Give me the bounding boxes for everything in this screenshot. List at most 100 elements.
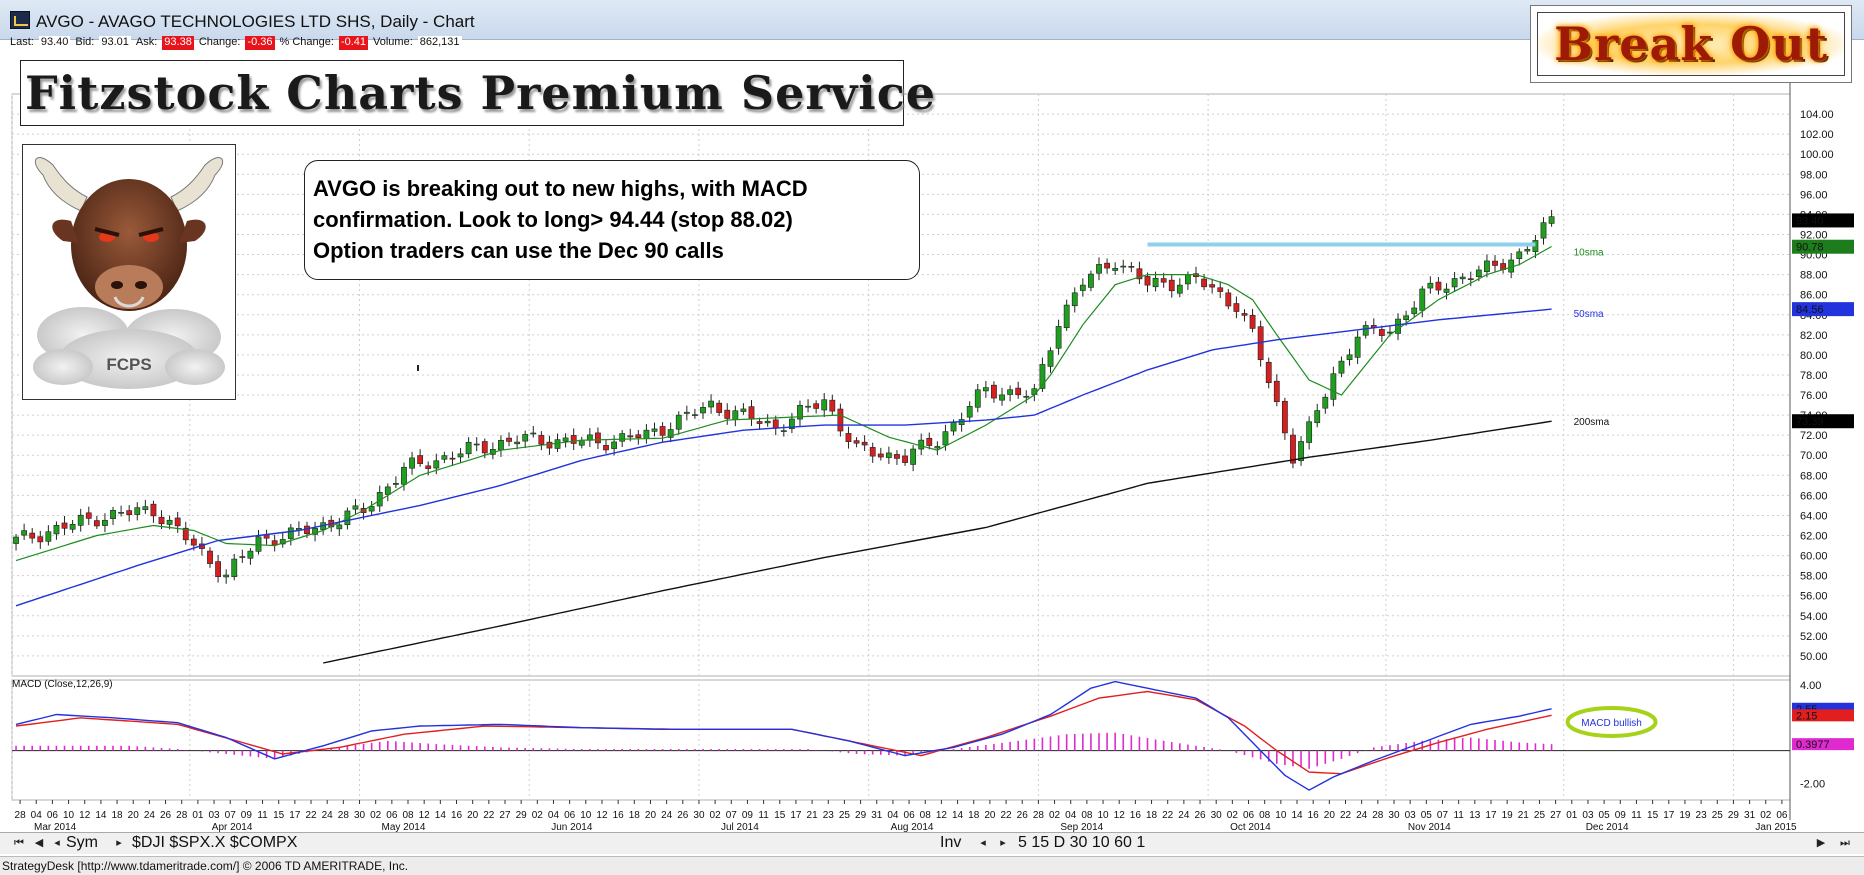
x-day-label: 20 — [645, 810, 657, 821]
candle-body — [1096, 264, 1102, 274]
x-day-label: 28 — [176, 810, 188, 821]
candle-body — [425, 465, 432, 469]
x-day-label: 21 — [1518, 810, 1530, 821]
tab-scroll-left-icon[interactable]: ◂ — [54, 837, 60, 849]
pct-change-value: -0.41 — [338, 36, 369, 50]
macd-value-box — [1792, 709, 1854, 722]
candle-body — [384, 486, 391, 495]
x-day-label: 29 — [1728, 810, 1740, 821]
x-day-label: 10 — [580, 810, 592, 821]
macd-value-label: 0.3977 — [1796, 739, 1830, 751]
x-day-label: 26 — [1194, 810, 1206, 821]
candle-body — [546, 441, 553, 449]
inv-tab[interactable]: Inv — [940, 834, 962, 851]
candle-body — [861, 441, 868, 446]
x-day-label: 06 — [386, 810, 398, 821]
x-day-label: 10 — [1097, 810, 1109, 821]
candle-body — [603, 445, 609, 451]
candle-body — [1136, 268, 1143, 280]
x-day-label: 04 — [31, 810, 43, 821]
x-day-label: 06 — [564, 810, 576, 821]
x-day-label: 15 — [273, 810, 285, 821]
x-day-label: 27 — [1550, 810, 1562, 821]
candle-body — [1467, 278, 1474, 280]
candle-body — [780, 430, 787, 432]
candle-body — [409, 457, 415, 469]
price-tick-label: 68.00 — [1800, 470, 1828, 482]
macd-tick-label: -2.00 — [1800, 779, 1825, 791]
x-day-label: 12 — [419, 810, 431, 821]
x-month-label: Aug 2014 — [891, 822, 934, 832]
scroll-last-button[interactable]: ⏭ — [1840, 837, 1850, 849]
candle-body — [708, 400, 714, 408]
candle-body — [764, 420, 771, 424]
candle-body — [1427, 282, 1434, 289]
candle-body — [417, 455, 424, 464]
candle-body — [1265, 361, 1272, 384]
candle-body — [1298, 441, 1304, 462]
candle-body — [110, 510, 116, 519]
candle-body — [29, 532, 36, 539]
bull-icon — [33, 157, 225, 389]
interval-scroll-right-icon[interactable]: ▸ — [1000, 837, 1006, 849]
interval-tabs[interactable]: 5 15 D 30 10 60 1 — [1018, 834, 1146, 851]
candle-body — [93, 520, 100, 527]
candle-body — [287, 527, 294, 539]
candle-body — [1354, 336, 1361, 358]
interval-scroll-left-icon[interactable]: ◂ — [980, 837, 986, 849]
x-day-label: 18 — [629, 810, 641, 821]
candle-body — [247, 550, 254, 559]
price-tick-label: 88.00 — [1800, 270, 1828, 282]
tab-scroll-right-icon[interactable]: ▸ — [116, 837, 122, 849]
window-title: AVGO - AVAGO TECHNOLOGIES LTD SHS, Daily… — [36, 12, 475, 31]
candle-body — [1322, 396, 1329, 409]
x-day-label: 02 — [532, 810, 544, 821]
x-day-label: 05 — [1599, 810, 1611, 821]
sym-tab[interactable]: Sym — [66, 834, 98, 851]
x-month-label: Apr 2014 — [212, 822, 253, 832]
candle-body — [845, 433, 852, 442]
price-tick-label: 102.00 — [1800, 129, 1834, 141]
candle-body — [102, 519, 108, 526]
bull-mascot: FCPS — [22, 144, 236, 400]
candle-body — [1346, 354, 1353, 360]
x-month-label: Sep 2014 — [1060, 822, 1103, 832]
candle-body — [392, 483, 399, 485]
price-tick-label: 80.00 — [1800, 350, 1828, 362]
x-day-label: 24 — [661, 810, 673, 821]
x-day-label: 11 — [1631, 810, 1642, 821]
x-day-label: 20 — [467, 810, 479, 821]
candle-body — [611, 441, 617, 449]
candle-body — [877, 453, 884, 458]
candle-body — [724, 409, 731, 419]
chart-app-icon — [10, 11, 30, 29]
candle-body — [651, 428, 658, 432]
candle-body — [1290, 434, 1296, 464]
scroll-left-button[interactable]: ◀ — [34, 837, 44, 849]
candle-body — [692, 414, 698, 416]
x-day-label: 02 — [370, 810, 382, 821]
candle-body — [740, 408, 747, 412]
ask-label: Ask: — [135, 36, 158, 48]
scroll-right-button[interactable]: ▶ — [1816, 837, 1826, 849]
x-day-label: 04 — [887, 810, 899, 821]
bull-caption: FCPS — [106, 355, 152, 374]
x-month-label: Nov 2014 — [1408, 822, 1451, 832]
symbol-tabs[interactable]: $DJI $SPX.X $COMPX — [132, 834, 298, 851]
candle-body — [788, 418, 795, 430]
last-label: Last: — [10, 36, 34, 48]
candle-body — [829, 399, 836, 412]
x-day-label: 28 — [338, 810, 350, 821]
ask-value: 93.38 — [162, 36, 194, 50]
candle-body — [683, 411, 690, 414]
breakout-logo-frame: Break Out — [1537, 12, 1845, 76]
candle-body — [902, 455, 908, 463]
x-month-label: Jan 2015 — [1755, 822, 1797, 832]
x-day-label: 01 — [192, 810, 204, 821]
macd-bullish-oval — [1565, 705, 1658, 738]
candle-body — [1209, 284, 1216, 288]
price-value-box — [1792, 302, 1854, 317]
candle-body — [215, 561, 221, 577]
candle-body — [869, 447, 876, 457]
scroll-first-button[interactable]: ⏮ — [14, 837, 24, 849]
